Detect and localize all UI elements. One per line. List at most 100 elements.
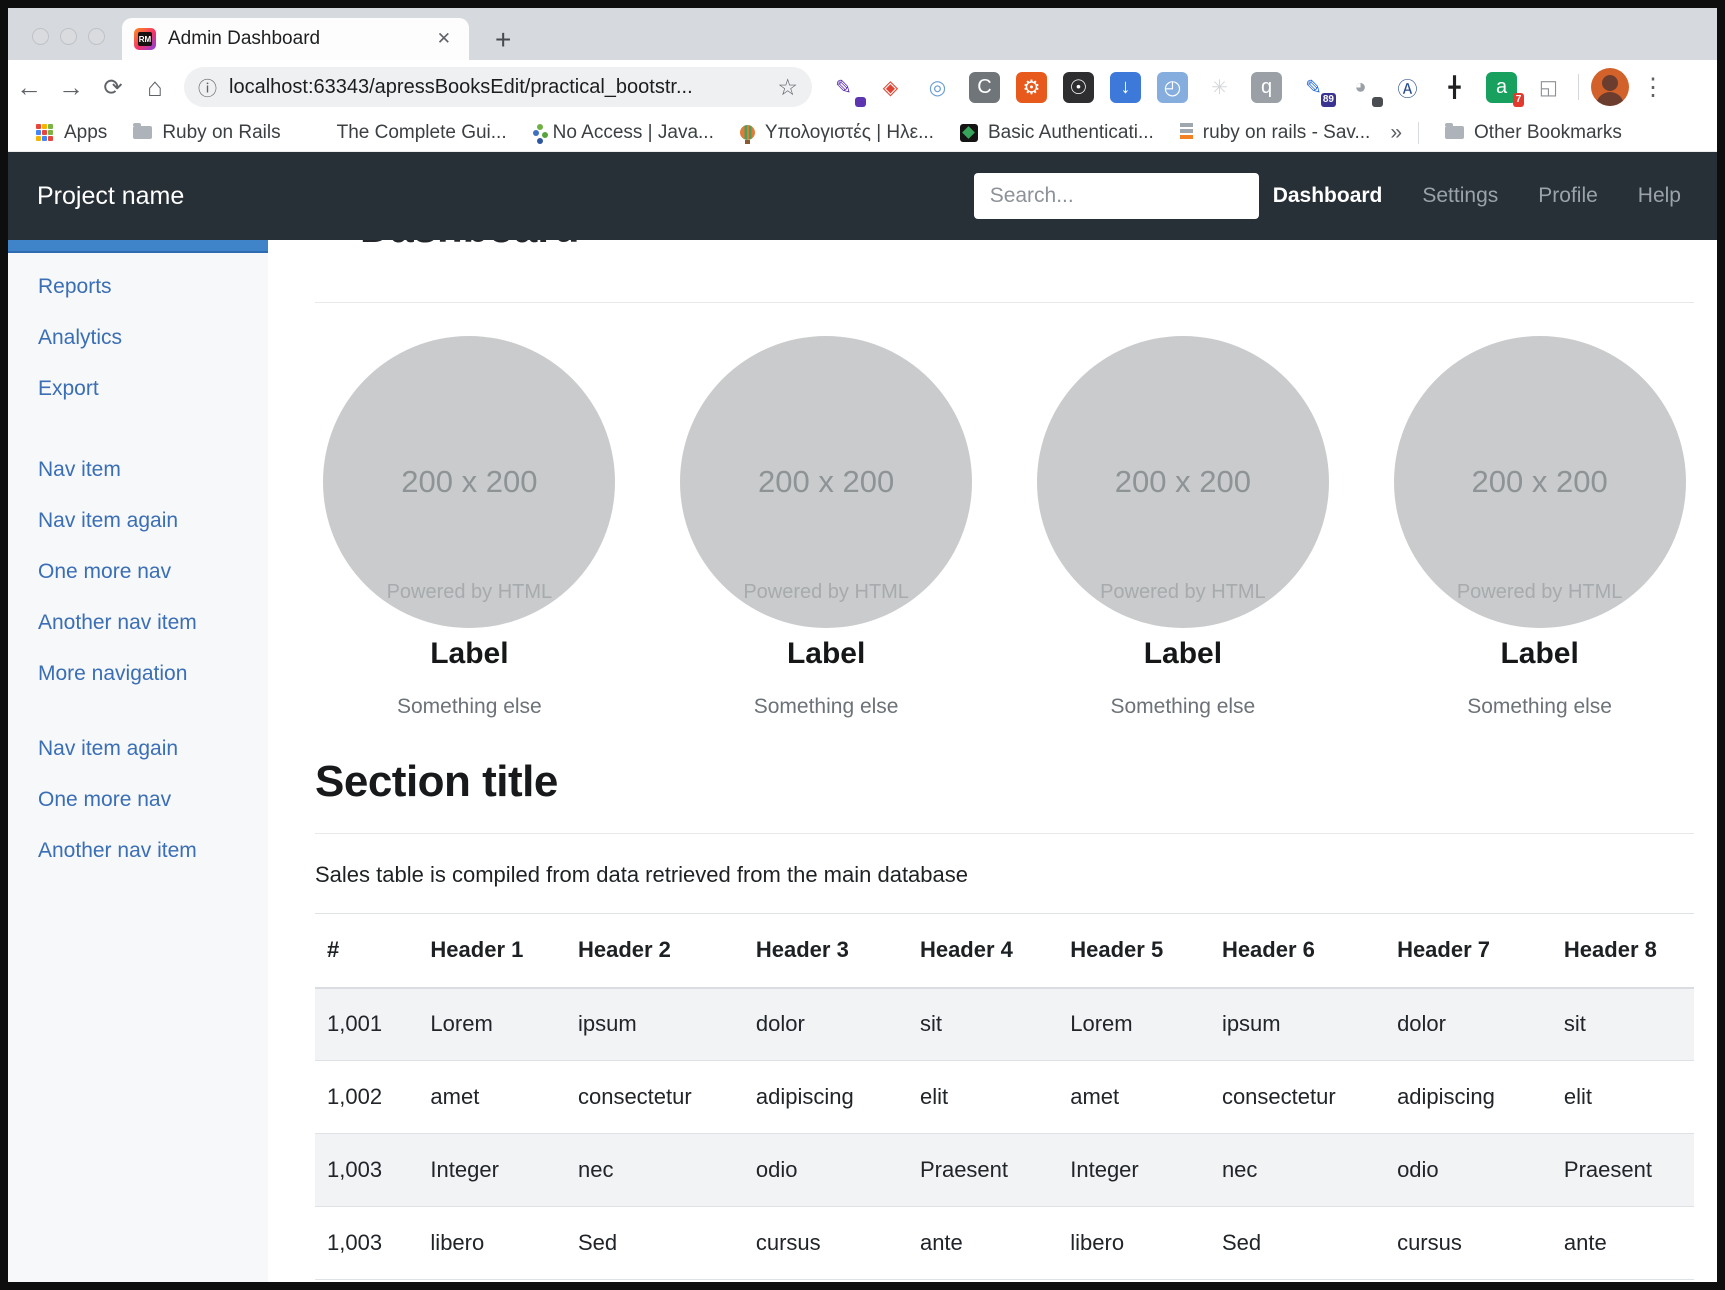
profile-avatar[interactable] — [1591, 68, 1629, 106]
table-header-cell: Header 8 — [1552, 914, 1694, 988]
extension-download-icon[interactable]: ↓ — [1110, 72, 1141, 103]
bookmark-basic-authenticati[interactable]: Basic Authenticati... — [960, 122, 1154, 144]
table-cell: cursus — [1385, 1207, 1552, 1280]
browser-tab[interactable]: RM Admin Dashboard ✕ — [122, 18, 469, 60]
card-subtitle: Something else — [1467, 695, 1612, 719]
extension-people-share-icon[interactable]: ◈ — [875, 72, 906, 103]
browser-toolbar: ← → ⟳ ⌂ ⓘ localhost:63343/apressBooksEdi… — [8, 60, 1717, 114]
table-header-cell: Header 6 — [1210, 914, 1385, 988]
color-picker-icon: ✎ — [835, 75, 852, 100]
table-header-cell: Header 5 — [1058, 914, 1210, 988]
url-text[interactable]: localhost:63343/apressBooksEdit/practica… — [229, 76, 767, 99]
table-row: 1,002ametconsecteturadipiscingelitametco… — [315, 1061, 1694, 1134]
extension-badge: 89 — [1321, 93, 1336, 107]
toolbar-divider — [1578, 74, 1579, 100]
nav-link-help[interactable]: Help — [1638, 184, 1681, 208]
sidebar-row: Reports — [8, 261, 268, 312]
other-bookmarks-button[interactable]: Other Bookmarks — [1445, 122, 1622, 144]
table-cell: odio — [744, 1134, 908, 1207]
bookmark-ruby-on-rails[interactable]: Ruby on Rails — [133, 122, 280, 144]
sidebar-item-export[interactable]: Export — [38, 377, 99, 401]
bookmark-no-access-java[interactable]: No Access | Java... — [533, 122, 714, 144]
extension-pencil-icon[interactable]: ✎89 — [1298, 72, 1329, 103]
table-cell: elit — [1552, 1061, 1694, 1134]
placeholder-size-text: 200 x 200 — [1115, 464, 1251, 500]
extension-letter-c-icon[interactable]: C — [969, 72, 1000, 103]
sidebar-item-one-more-nav[interactable]: One more nav — [38, 788, 171, 812]
sidebar-item-reports[interactable]: Reports — [38, 275, 112, 299]
extension-quote-bubble-icon[interactable]: q — [1251, 72, 1282, 103]
sidebar-item-nav-item-again[interactable]: Nav item again — [38, 509, 178, 533]
extension-flower-icon[interactable]: ✳ — [1204, 72, 1235, 103]
project-brand-link[interactable]: Project name — [37, 182, 184, 211]
table-cell: 1,003 — [315, 1134, 418, 1207]
card-label: Label — [430, 637, 508, 671]
placeholder-image: 200 x 200Powered by HTML — [323, 336, 615, 628]
sidebar-item-one-more-nav[interactable]: One more nav — [38, 560, 171, 584]
bookmark-υπολογιστές-ηλε[interactable]: Υπολογιστές | Ηλε... — [740, 122, 934, 144]
table-cell: amet — [1058, 1061, 1210, 1134]
extension-swirl-icon[interactable]: ◎ — [922, 72, 953, 103]
sparkle-icon — [533, 130, 539, 136]
extension-lightbulb-icon[interactable]: ☉ — [1063, 72, 1094, 103]
table-cell: Lorem — [1058, 988, 1210, 1061]
search-input[interactable] — [974, 173, 1259, 219]
balloon-icon — [740, 125, 755, 140]
section-title: Section title — [315, 757, 1694, 807]
extension-circled-a-icon[interactable]: Ⓐ — [1392, 72, 1423, 103]
bookmarks-overflow-icon[interactable]: » — [1390, 121, 1402, 145]
letter-c-icon: C — [977, 76, 991, 99]
extension-gear-icon[interactable]: ⚙ — [1016, 72, 1047, 103]
table-cell: 1,003 — [315, 1207, 418, 1280]
placeholder-size-text: 200 x 200 — [401, 464, 537, 500]
card-label: Label — [1144, 637, 1222, 671]
bookmark-label: Υπολογιστές | Ηλε... — [765, 122, 934, 144]
sidebar-item-another-nav-item[interactable]: Another nav item — [38, 839, 197, 863]
window-zoom-button[interactable] — [88, 28, 105, 45]
extension-grammarly-icon[interactable]: a7 — [1486, 72, 1517, 103]
extension-windows-stack-icon[interactable]: ◱ — [1533, 72, 1564, 103]
stack-icon — [1180, 135, 1193, 139]
home-icon[interactable]: ⌂ — [134, 74, 176, 100]
extension-badge — [855, 97, 866, 107]
table-header-cell: # — [315, 914, 418, 988]
site-info-icon[interactable]: ⓘ — [198, 74, 217, 101]
table-header-cell: Header 7 — [1385, 914, 1552, 988]
sidebar-item-analytics[interactable]: Analytics — [38, 326, 122, 350]
table-cell: Sed — [1210, 1207, 1385, 1280]
extension-color-picker-icon[interactable]: ✎ — [828, 72, 859, 103]
apps-grid-icon — [34, 124, 54, 142]
rubymine-favicon-icon: RM — [134, 28, 156, 50]
back-icon[interactable]: ← — [8, 74, 50, 100]
new-tab-button[interactable]: + — [495, 26, 511, 54]
nav-link-settings[interactable]: Settings — [1422, 184, 1498, 208]
tab-close-icon[interactable]: ✕ — [431, 27, 457, 51]
sidebar-item-another-nav-item[interactable]: Another nav item — [38, 611, 197, 635]
extension-crosshair-icon[interactable]: ╋ — [1439, 72, 1470, 103]
sidebar-row: One more nav — [8, 774, 268, 825]
sidebar-item-nav-item[interactable]: Nav item — [38, 458, 121, 482]
reload-icon[interactable]: ⟳ — [92, 76, 134, 99]
main-content: Dashboard 200 x 200Powered by HTMLLabelS… — [268, 240, 1717, 1282]
window-close-button[interactable] — [32, 28, 49, 45]
nav-link-profile[interactable]: Profile — [1538, 184, 1598, 208]
bookmark-the-complete-gui[interactable]: The Complete Gui... — [307, 122, 507, 144]
windows-stack-icon: ◱ — [1539, 75, 1558, 100]
bookmark-ruby-on-rails-sav[interactable]: ruby on rails - Sav... — [1180, 122, 1371, 144]
url-bar[interactable]: ⓘ localhost:63343/apressBooksEdit/practi… — [184, 67, 812, 107]
placeholder-card-1: 200 x 200Powered by HTMLLabelSomething e… — [291, 336, 648, 719]
table-cell: adipiscing — [744, 1061, 908, 1134]
placeholder-card-2: 200 x 200Powered by HTMLLabelSomething e… — [648, 336, 1005, 719]
browser-menu-icon[interactable]: ⋮ — [1641, 73, 1665, 102]
table-cell: Integer — [418, 1134, 566, 1207]
forward-icon[interactable]: → — [50, 74, 92, 100]
nav-link-dashboard[interactable]: Dashboard — [1273, 184, 1383, 208]
sidebar-item-more-navigation[interactable]: More navigation — [38, 662, 187, 686]
extension-window-gauge-icon[interactable]: ◴ — [1157, 72, 1188, 103]
bookmark-star-icon[interactable]: ☆ — [777, 74, 798, 101]
extension-palette-icon[interactable]: ◕ — [1345, 72, 1376, 103]
sidebar-item-nav-item-again[interactable]: Nav item again — [38, 737, 178, 761]
window-minimize-button[interactable] — [60, 28, 77, 45]
bookmark-apps[interactable]: Apps — [34, 122, 107, 144]
table-cell: cursus — [744, 1207, 908, 1280]
